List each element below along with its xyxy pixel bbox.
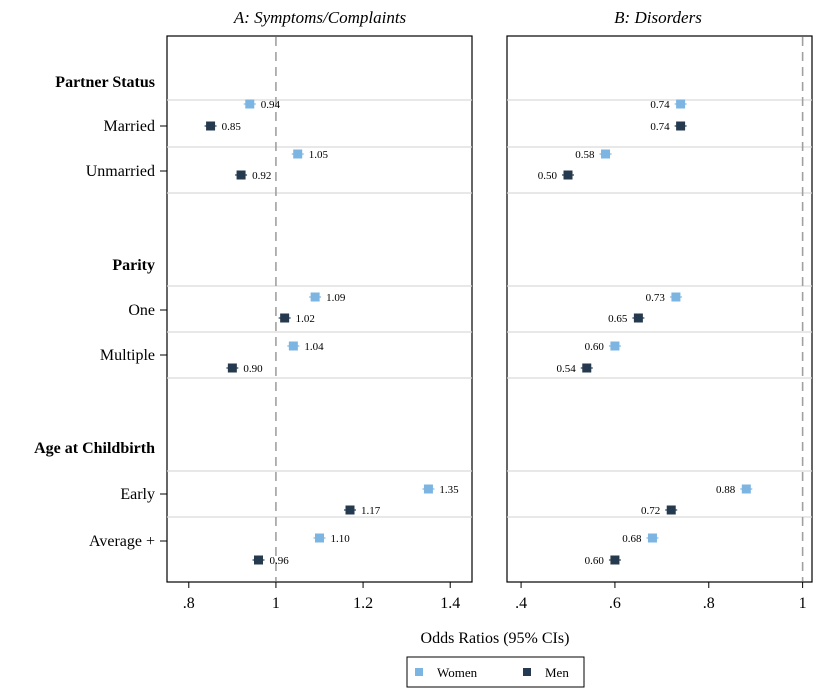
- men-point: [610, 555, 620, 565]
- x-tick-label: 1: [272, 595, 280, 612]
- legend-men-marker: [523, 668, 531, 676]
- legend-men-label: Men: [545, 665, 569, 680]
- women-value-label: 0.68: [622, 533, 642, 545]
- women-point: [676, 99, 686, 109]
- women-point: [601, 149, 611, 159]
- legend: Women Men: [406, 656, 585, 688]
- women-point: [293, 149, 303, 159]
- women-point: [288, 341, 298, 351]
- women-value-label: 0.60: [585, 341, 605, 353]
- row-label: Married: [103, 118, 155, 135]
- men-value-label: 1.17: [361, 505, 381, 517]
- x-tick-label: 1.2: [353, 595, 373, 612]
- x-tick-label: .4: [515, 595, 527, 612]
- women-point: [647, 533, 657, 543]
- group-label-age-at-childbirth: Age at Childbirth: [34, 440, 155, 457]
- men-value-label: 0.90: [243, 363, 263, 375]
- men-value-label: 0.60: [585, 555, 605, 567]
- men-value-label: 0.92: [252, 170, 271, 182]
- men-value-label: 0.54: [557, 363, 577, 375]
- row-label: Unmarried: [86, 163, 155, 180]
- women-value-label: 1.09: [326, 292, 346, 304]
- plot-frame: [506, 35, 813, 583]
- row-label: One: [128, 302, 155, 319]
- women-value-label: 1.10: [331, 533, 351, 545]
- women-value-label: 0.58: [575, 149, 595, 161]
- women-value-label: 0.88: [716, 484, 736, 496]
- group-label-parity: Parity: [112, 257, 155, 274]
- y-axis-labels: Partner Status Parity Age at Childbirth …: [34, 74, 167, 550]
- men-value-label: 0.96: [270, 555, 290, 567]
- women-value-label: 0.73: [646, 292, 666, 304]
- women-value-label: 1.04: [304, 341, 324, 353]
- legend-women-label: Women: [437, 665, 478, 680]
- plot-frame: [166, 35, 473, 583]
- men-value-label: 1.02: [296, 313, 315, 325]
- men-point: [254, 555, 263, 565]
- women-point: [741, 484, 751, 494]
- x-tick-label: .6: [609, 595, 621, 612]
- men-point: [563, 170, 573, 180]
- women-point: [245, 99, 255, 109]
- women-point: [423, 484, 433, 494]
- men-point: [633, 313, 643, 323]
- women-point: [610, 341, 620, 351]
- men-point: [280, 313, 290, 323]
- row-label: Early: [120, 486, 155, 503]
- panel-a-title: A: Symptoms/Complaints: [233, 8, 407, 27]
- panel-a: A: Symptoms/Complaints .8 1 1.2 1.4 0.94 0.85…: [166, 8, 473, 612]
- x-tick-label: .8: [703, 595, 715, 612]
- men-value-label: 0.72: [641, 505, 660, 517]
- legend-women-marker: [415, 668, 423, 676]
- legend-box: [406, 656, 585, 688]
- men-point: [227, 363, 237, 373]
- women-value-label: 1.35: [439, 484, 459, 496]
- women-point: [310, 292, 320, 302]
- x-tick-label: 1: [799, 595, 807, 612]
- men-point: [236, 170, 246, 180]
- men-value-label: 0.65: [608, 313, 628, 325]
- panel-b: B: Disorders .4 .6 .8 1 0.74 0.74 0.58 0.50 0.73…: [506, 8, 813, 612]
- row-label: Average +: [89, 533, 155, 550]
- row-label: Multiple: [100, 347, 155, 364]
- women-value-label: 0.74: [650, 99, 670, 111]
- men-point: [676, 121, 686, 131]
- x-tick-label: 1.4: [440, 595, 460, 612]
- women-value-label: 0.94: [261, 99, 281, 111]
- men-point: [666, 505, 676, 515]
- women-point: [671, 292, 681, 302]
- group-label-partner-status: Partner Status: [55, 74, 155, 91]
- men-value-label: 0.74: [650, 121, 670, 133]
- men-point: [206, 121, 216, 131]
- men-point: [582, 363, 592, 373]
- women-point: [315, 533, 324, 543]
- x-tick-label: .8: [183, 595, 195, 612]
- men-point: [345, 505, 355, 515]
- men-value-label: 0.85: [222, 121, 242, 133]
- men-value-label: 0.50: [538, 170, 558, 182]
- women-value-label: 1.05: [309, 149, 329, 161]
- panel-b-title: B: Disorders: [614, 8, 702, 27]
- x-axis-title: Odds Ratios (95% CIs): [421, 630, 570, 647]
